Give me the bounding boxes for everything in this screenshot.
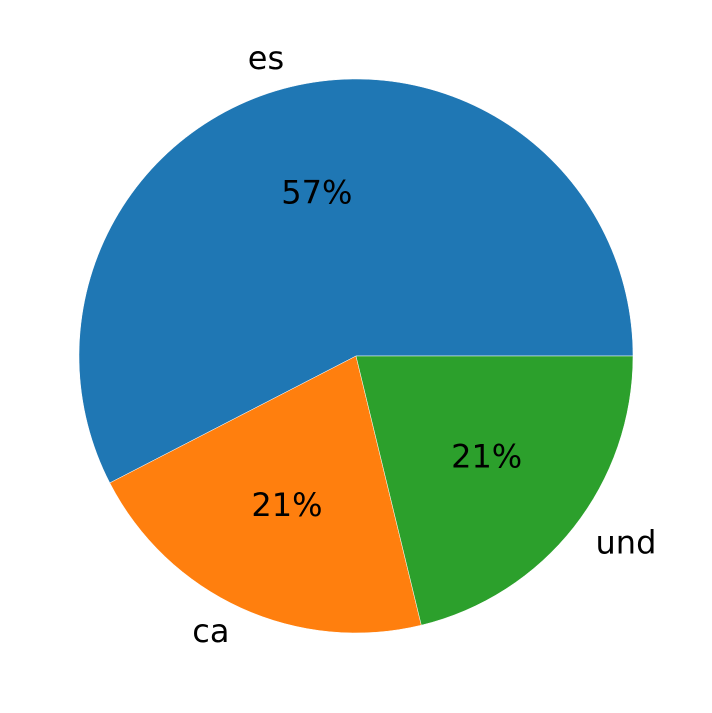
slice-label: und [596, 523, 657, 561]
percent-label: 21% [251, 486, 322, 524]
percent-label: 57% [281, 173, 352, 211]
pie-slice [355, 355, 634, 626]
slice-label: es [248, 39, 284, 77]
slice-label: ca [192, 612, 229, 650]
percent-label: 21% [451, 438, 522, 476]
pie-slice [109, 355, 422, 634]
pie-slice [78, 78, 634, 484]
